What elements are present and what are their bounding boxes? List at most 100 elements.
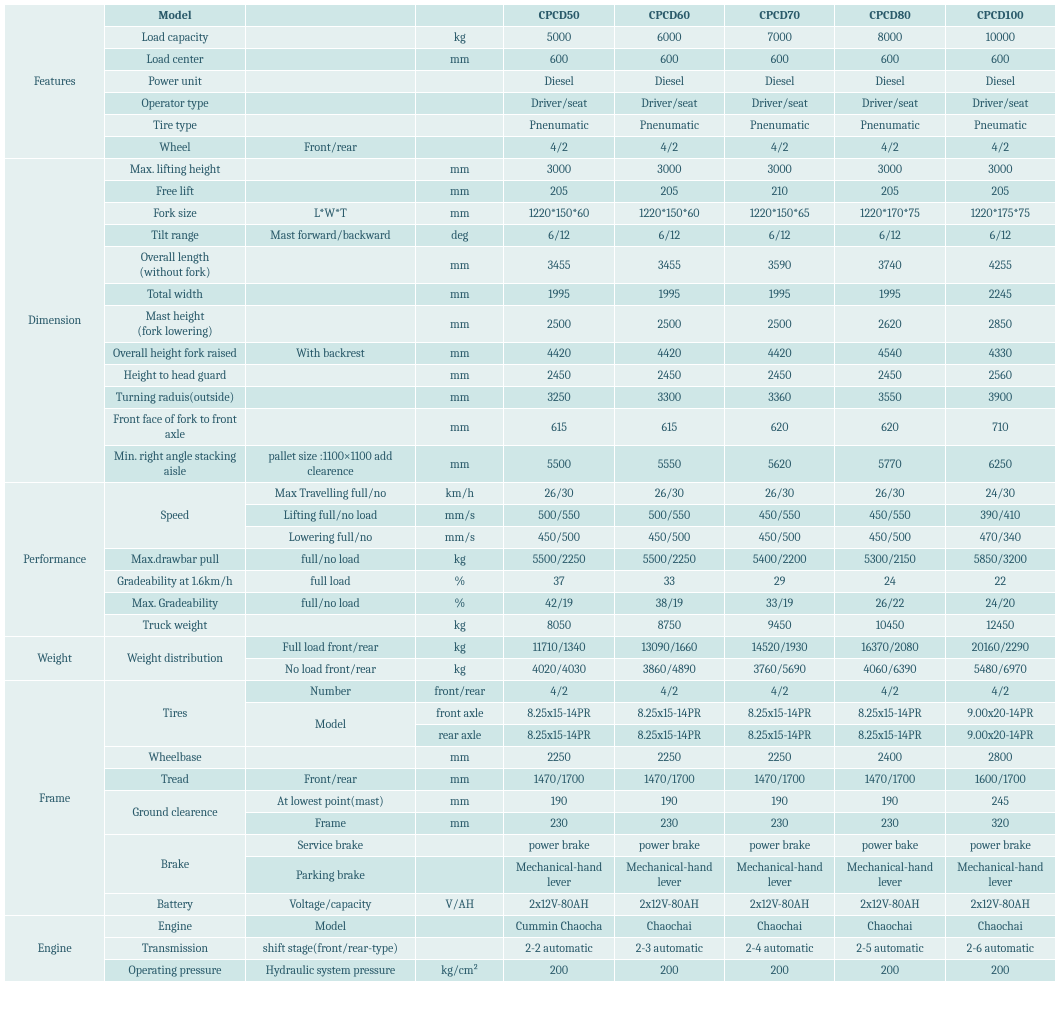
value: 2250 xyxy=(725,747,835,769)
value: 2x12V-80AH xyxy=(504,894,614,916)
value: 3000 xyxy=(504,159,614,181)
value: 2-4 automatic xyxy=(725,938,835,960)
value: 1220*170*75 xyxy=(835,203,945,225)
value: 4540 xyxy=(835,343,945,365)
unit: kg xyxy=(416,659,504,681)
unit xyxy=(416,71,504,93)
value: 200 xyxy=(725,960,835,982)
value: 450/500 xyxy=(725,527,835,549)
value: 6/12 xyxy=(504,225,614,247)
value: 2850 xyxy=(945,306,1055,343)
value: 2250 xyxy=(614,747,724,769)
value: 1220*150*65 xyxy=(725,203,835,225)
value: 600 xyxy=(614,49,724,71)
value: Mechanical-handlever xyxy=(504,857,614,894)
value: 205 xyxy=(945,181,1055,203)
value: 4/2 xyxy=(725,681,835,703)
value: Chaochai xyxy=(614,916,724,938)
unit: mm xyxy=(416,446,504,483)
value: 14520/1930 xyxy=(725,637,835,659)
row-label: Tilt range xyxy=(105,225,245,247)
value: 8.25x15-14PR xyxy=(725,725,835,747)
row-label: Front face of fork to frontaxle xyxy=(105,409,245,446)
unit xyxy=(416,93,504,115)
value: 2x12V-80AH xyxy=(835,894,945,916)
unit xyxy=(416,835,504,857)
row-label: Tire type xyxy=(105,115,245,137)
value: 5850/3200 xyxy=(945,549,1055,571)
value: 24/20 xyxy=(945,593,1055,615)
sub: Lowering full/no xyxy=(245,527,415,549)
value: 205 xyxy=(614,181,724,203)
section-performance: Performance xyxy=(5,483,105,637)
unit xyxy=(416,137,504,159)
value: 3455 xyxy=(504,247,614,284)
value: 9450 xyxy=(725,615,835,637)
value: 500/550 xyxy=(504,505,614,527)
value: Pnenumatic xyxy=(835,115,945,137)
row-label: Operating pressure xyxy=(105,960,245,982)
value: 450/550 xyxy=(835,505,945,527)
value: 2250 xyxy=(504,747,614,769)
value: 3900 xyxy=(945,387,1055,409)
group-label: Speed xyxy=(105,483,245,549)
sub xyxy=(245,181,415,203)
value: 190 xyxy=(835,791,945,813)
header-model-col: CPCD60 xyxy=(614,5,724,27)
value: 33 xyxy=(614,571,724,593)
value: 8050 xyxy=(504,615,614,637)
value: 450/500 xyxy=(504,527,614,549)
value: 200 xyxy=(945,960,1055,982)
value: 600 xyxy=(835,49,945,71)
row-label: Power unit xyxy=(105,71,245,93)
spec-table: FeaturesModelCPCD50CPCD60CPCD70CPCD80CPC… xyxy=(4,4,1056,982)
subgroup-label: Model xyxy=(245,703,415,747)
value: 2560 xyxy=(945,365,1055,387)
value: 2-3 automatic xyxy=(614,938,724,960)
value: 615 xyxy=(504,409,614,446)
value: 12450 xyxy=(945,615,1055,637)
value: 1220*175*75 xyxy=(945,203,1055,225)
value: 200 xyxy=(835,960,945,982)
sub xyxy=(245,615,415,637)
value: power brake xyxy=(504,835,614,857)
value: 3455 xyxy=(614,247,724,284)
unit xyxy=(416,857,504,894)
value: 4255 xyxy=(945,247,1055,284)
value: 13090/1660 xyxy=(614,637,724,659)
value: 230 xyxy=(725,813,835,835)
value: Pneumatic xyxy=(945,115,1055,137)
value: 29 xyxy=(725,571,835,593)
value: power brake xyxy=(945,835,1055,857)
value: Driver/seat xyxy=(835,93,945,115)
unit: mm xyxy=(416,247,504,284)
sub xyxy=(245,27,415,49)
unit: mm xyxy=(416,306,504,343)
value: Cummin Chaocha xyxy=(504,916,614,938)
value: 2400 xyxy=(835,747,945,769)
section-engine: Engine xyxy=(5,916,105,982)
sub: Model xyxy=(245,916,415,938)
value: 26/30 xyxy=(504,483,614,505)
value: 230 xyxy=(835,813,945,835)
value: 450/500 xyxy=(835,527,945,549)
value: 8.25x15-14PR xyxy=(614,703,724,725)
value: 2450 xyxy=(725,365,835,387)
value: 4/2 xyxy=(835,681,945,703)
value: 200 xyxy=(504,960,614,982)
header-blank-sub xyxy=(245,5,415,27)
sub: No load front/rear xyxy=(245,659,415,681)
value: 10450 xyxy=(835,615,945,637)
value: 3760/5690 xyxy=(725,659,835,681)
sub: full/no load xyxy=(245,549,415,571)
sub: shift stage(front/rear-type) xyxy=(245,938,415,960)
value: 3590 xyxy=(725,247,835,284)
value: 3000 xyxy=(614,159,724,181)
value: 6250 xyxy=(945,446,1055,483)
sub xyxy=(245,387,415,409)
header-model-col: CPCD80 xyxy=(835,5,945,27)
row-label: Min. right angle stackingaisle xyxy=(105,446,245,483)
value: Driver/seat xyxy=(725,93,835,115)
value: 7000 xyxy=(725,27,835,49)
unit: mm xyxy=(416,409,504,446)
